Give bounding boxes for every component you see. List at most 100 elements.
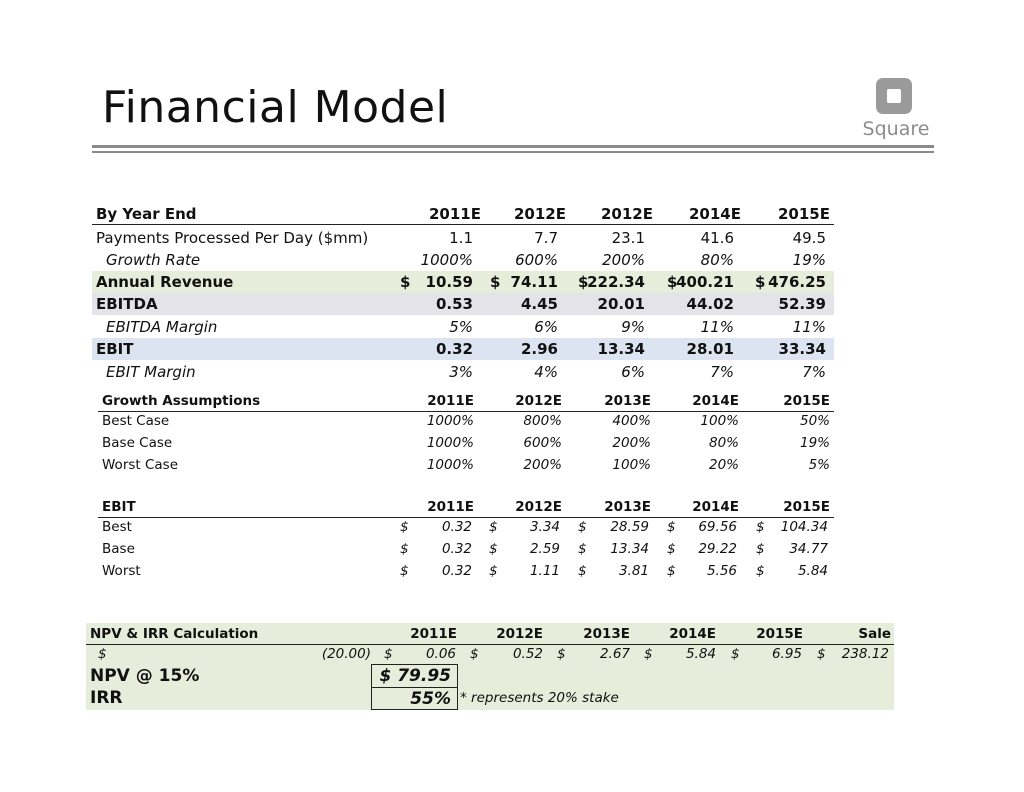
row-label: EBIT Margin: [106, 363, 196, 381]
cell-value: 74.11: [510, 273, 558, 291]
cell-value: 1000%: [426, 457, 474, 473]
currency-symbol: $: [756, 563, 765, 579]
header-year: 2013E: [583, 626, 630, 642]
cell-value: 41.6: [700, 229, 734, 247]
currency-symbol: $: [667, 519, 676, 535]
currency-symbol: $: [400, 273, 411, 291]
cell-value: 6%: [534, 318, 558, 336]
cell-value: 33.34: [778, 340, 826, 358]
header-year: 2011E: [427, 393, 474, 409]
currency-symbol: $: [755, 273, 766, 291]
row-label: Best: [102, 519, 132, 535]
header-year: 2015E: [783, 393, 830, 409]
page-title: Financial Model: [102, 82, 449, 133]
npv-label: NPV @ 15%: [90, 666, 200, 686]
cell-value: 20%: [708, 457, 739, 473]
cell-value: 44.02: [686, 295, 734, 313]
header-year: 2014E: [689, 205, 741, 223]
npv-box-divider: [372, 687, 457, 688]
cell-value: 4%: [534, 363, 558, 381]
cell-value: 49.5: [792, 229, 826, 247]
cell-value: 7.7: [534, 229, 558, 247]
header-year: 2015E: [756, 626, 803, 642]
header-year: 2014E: [669, 626, 716, 642]
title-divider-secondary: [92, 151, 934, 153]
cell-value: 28.59: [610, 519, 649, 535]
npv-value-box: $ 79.95 55%: [371, 664, 458, 710]
cell-value: 10.59: [425, 273, 473, 291]
cell-value: 11%: [700, 318, 734, 336]
cell-value: 69.56: [698, 519, 737, 535]
cell-value: 200%: [602, 251, 645, 269]
cell-value: 19%: [799, 435, 830, 451]
cell-value: 222.34: [587, 273, 645, 291]
cell-value: 34.77: [789, 541, 828, 557]
cell-value: 4.45: [520, 295, 558, 313]
table-row: Best Case 1000% 800% 400% 100% 50%: [98, 410, 834, 432]
stake-note: * represents 20% stake: [460, 690, 619, 706]
row-label: Growth Rate: [106, 251, 201, 269]
cell-value: 1000%: [426, 413, 474, 429]
cell-value: 0.32: [441, 519, 472, 535]
currency-symbol: $: [98, 646, 107, 662]
cell-value: 3.81: [618, 563, 649, 579]
header-year: 2011E: [427, 499, 474, 515]
table-header-row: EBIT 2011E 2012E 2013E 2014E 2015E: [98, 496, 834, 518]
growth-assumptions-table: Growth Assumptions 2011E 2012E 2013E 201…: [98, 390, 834, 480]
cell-value: 19%: [792, 251, 826, 269]
header-year: 2011E: [429, 205, 481, 223]
currency-symbol: $: [667, 541, 676, 557]
cell-value: 2.67: [599, 646, 630, 662]
npv-value: $ 79.95: [379, 666, 451, 686]
table-header-row: Growth Assumptions 2011E 2012E 2013E 201…: [98, 390, 834, 412]
cell-value: 600%: [523, 435, 562, 451]
table-row: Worst Case 1000% 200% 100% 20% 5%: [98, 454, 834, 476]
cell-value: 600%: [515, 251, 558, 269]
cell-value: 7%: [802, 363, 826, 381]
cell-value: 80%: [708, 435, 739, 451]
irr-label: IRR: [90, 688, 123, 708]
header-year: 2012E: [601, 205, 653, 223]
cell-value: 400%: [612, 413, 651, 429]
cell-value: 50%: [799, 413, 830, 429]
currency-symbol: $: [489, 519, 498, 535]
header-label: Growth Assumptions: [102, 393, 261, 409]
row-label: Base Case: [102, 435, 173, 451]
currency-symbol: $: [470, 646, 479, 662]
currency-symbol: $: [731, 646, 740, 662]
cell-value: 0.32: [441, 541, 472, 557]
table-row-ebit: EBIT 0.32 2.96 13.34 28.01 33.34: [92, 338, 834, 360]
header-year: 2015E: [783, 499, 830, 515]
currency-symbol: $: [817, 646, 826, 662]
cell-value: 1000%: [420, 251, 473, 269]
currency-symbol: $: [578, 563, 587, 579]
table-header-row: By Year End 2011E 2012E 2012E 2014E 2015…: [92, 203, 834, 225]
cell-value: 400.21: [676, 273, 734, 291]
currency-symbol: $: [756, 541, 765, 557]
row-label: Worst: [102, 563, 141, 579]
title-divider: [92, 145, 934, 148]
logo-text: Square: [862, 118, 930, 140]
npv-irr-table: NPV & IRR Calculation 2011E 2012E 2013E …: [86, 623, 894, 710]
cell-value: 5%: [808, 457, 830, 473]
cell-value: 11%: [792, 318, 826, 336]
table-row: EBIT Margin 3% 4% 6% 7% 7%: [92, 361, 834, 383]
header-year: 2012E: [496, 626, 543, 642]
currency-symbol: $: [756, 519, 765, 535]
header-label: By Year End: [96, 205, 197, 223]
cell-value: 1.11: [529, 563, 560, 579]
header-label: EBIT: [102, 499, 136, 515]
currency-symbol: $: [400, 541, 409, 557]
header-year: Sale: [858, 626, 891, 642]
square-logo: Square: [858, 78, 934, 142]
table-header-row: NPV & IRR Calculation 2011E 2012E 2013E …: [86, 623, 894, 645]
header-year: 2015E: [778, 205, 830, 223]
currency-symbol: $: [557, 646, 566, 662]
irr-row: IRR * represents 20% stake: [86, 687, 894, 709]
table-row: Worst $ 0.32 $ 1.11 $ 3.81 $ 5.56 $ 5.84: [98, 560, 834, 582]
cell-value: 238.12: [841, 646, 889, 662]
cell-value: 476.25: [768, 273, 826, 291]
currency-symbol: $: [489, 563, 498, 579]
cell-value: 3.34: [529, 519, 560, 535]
table-row-cashflows: $ (20.00) $ 0.06 $ 0.52 $ 2.67 $ 5.84 $ …: [86, 643, 894, 665]
